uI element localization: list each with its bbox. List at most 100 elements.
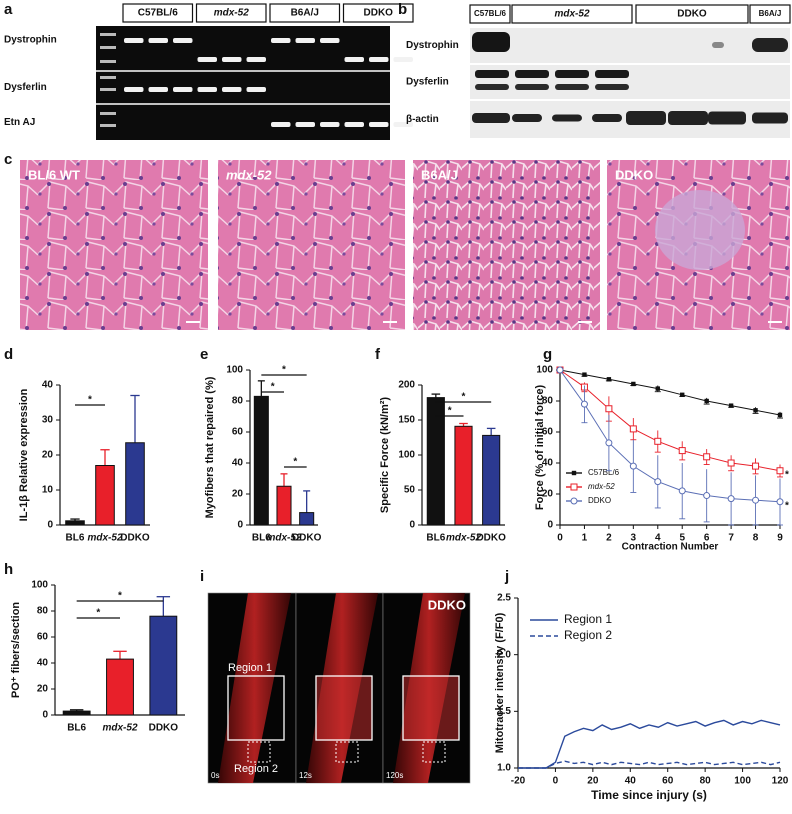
y-tick-label: 80 <box>37 606 49 617</box>
row-label: Dystrophin <box>406 40 459 51</box>
x-tick-label: 7 <box>728 533 734 544</box>
region-1-box <box>315 675 373 741</box>
panel-letter: c <box>4 151 12 168</box>
x-axis-label: Contraction Number <box>622 542 719 553</box>
x-tick-label: -20 <box>511 776 526 787</box>
x-tick-label: BL6 <box>67 723 86 734</box>
header-label: mdx-52 <box>214 8 249 19</box>
region-2-box <box>335 741 359 763</box>
y-tick-label: 40 <box>232 458 244 469</box>
blot <box>470 28 790 63</box>
region-2-box <box>422 741 446 763</box>
blot-band <box>595 70 629 78</box>
x-tick-label: DDKO <box>149 723 179 734</box>
y-tick-label: 1.0 <box>497 763 511 774</box>
marker <box>776 498 784 506</box>
x-tick-label: mdx-52 <box>446 533 481 544</box>
gel-band <box>197 57 217 62</box>
gel-band <box>173 38 193 43</box>
panel-letter: b <box>398 1 407 18</box>
region-1-box <box>227 675 285 741</box>
time-label: 120s <box>386 771 403 780</box>
x-tick-label: mdx-52 <box>266 533 301 544</box>
gel-band <box>222 57 242 62</box>
blot-band <box>595 84 629 90</box>
row-label: Dystrophin <box>4 35 57 46</box>
header-label: mdx-52 <box>554 9 589 20</box>
y-tick-label: 60 <box>542 427 554 438</box>
blot-band <box>708 111 746 125</box>
marker <box>570 483 578 491</box>
x-axis-label: Time since injury (s) <box>591 788 707 802</box>
gel-band <box>320 122 340 127</box>
ladder-band <box>100 113 116 115</box>
y-tick-label: 20 <box>42 450 54 461</box>
header-label: C57BL/6 <box>138 8 178 19</box>
bar <box>482 434 501 526</box>
histology-label: B6A/J <box>421 167 458 182</box>
series-line <box>559 369 781 503</box>
header-box <box>469 4 511 24</box>
y-tick-label: 30 <box>42 415 54 426</box>
marker <box>556 366 564 374</box>
series-line <box>559 369 781 472</box>
legend-label: C57BL/6 <box>588 468 620 477</box>
blot-band <box>512 114 542 122</box>
y-tick-label: 2.0 <box>497 649 511 660</box>
blot-band <box>515 70 549 78</box>
infiltrate <box>655 190 745 270</box>
y-tick-label: 20 <box>37 684 49 695</box>
gel <box>96 26 390 140</box>
y-tick-label: 0 <box>547 520 553 531</box>
series-line <box>559 369 781 416</box>
header-label: DDKO <box>677 9 707 20</box>
y-axis-label: IL-1β Relative expression <box>18 388 30 521</box>
y-tick-label: 0 <box>42 710 48 721</box>
panel-letter: h <box>4 561 13 578</box>
x-tick-label: 1 <box>582 533 588 544</box>
header-box <box>635 4 749 24</box>
blot-band <box>475 84 509 90</box>
blot-band <box>552 114 582 122</box>
panel-letter: f <box>375 346 381 363</box>
blot-band <box>515 84 549 90</box>
y-axis-label: PO⁺ fibers/section <box>10 602 22 699</box>
marker <box>605 405 613 413</box>
ladder-band <box>100 34 116 36</box>
marker <box>703 453 711 461</box>
y-tick-label: 20 <box>542 489 554 500</box>
annotation: * <box>785 500 789 511</box>
marker <box>580 400 588 408</box>
bar <box>276 485 292 526</box>
blot-band <box>626 111 666 125</box>
ladder-band <box>100 77 116 79</box>
x-tick-label: DDKO <box>476 533 506 544</box>
histology-label: DDKO <box>615 167 653 182</box>
fiber <box>218 593 291 783</box>
x-tick-label: 80 <box>700 776 712 787</box>
y-tick-label: 1.5 <box>497 706 511 717</box>
marker <box>703 492 711 500</box>
gel-band <box>173 87 193 92</box>
blot-band <box>472 113 510 123</box>
marker <box>631 381 636 387</box>
bar <box>106 658 134 716</box>
marker <box>582 372 587 377</box>
blot-band <box>592 114 622 122</box>
x-tick-label: mdx-52 <box>87 533 122 544</box>
region-label: Region 2 <box>234 763 278 775</box>
series-line <box>518 760 781 769</box>
legend-label: Region 1 <box>564 612 612 626</box>
bar <box>299 512 315 526</box>
gel-band <box>344 122 364 127</box>
y-tick-label: 80 <box>232 396 244 407</box>
header-label: C57BL/6 <box>474 9 507 18</box>
bar <box>426 397 445 526</box>
y-tick-label: 0 <box>409 520 415 531</box>
x-tick-label: 20 <box>587 776 599 787</box>
x-tick-label: BL6 <box>426 533 445 544</box>
blot-band <box>752 38 788 52</box>
bar <box>65 520 85 526</box>
panel-letter: d <box>4 346 13 363</box>
